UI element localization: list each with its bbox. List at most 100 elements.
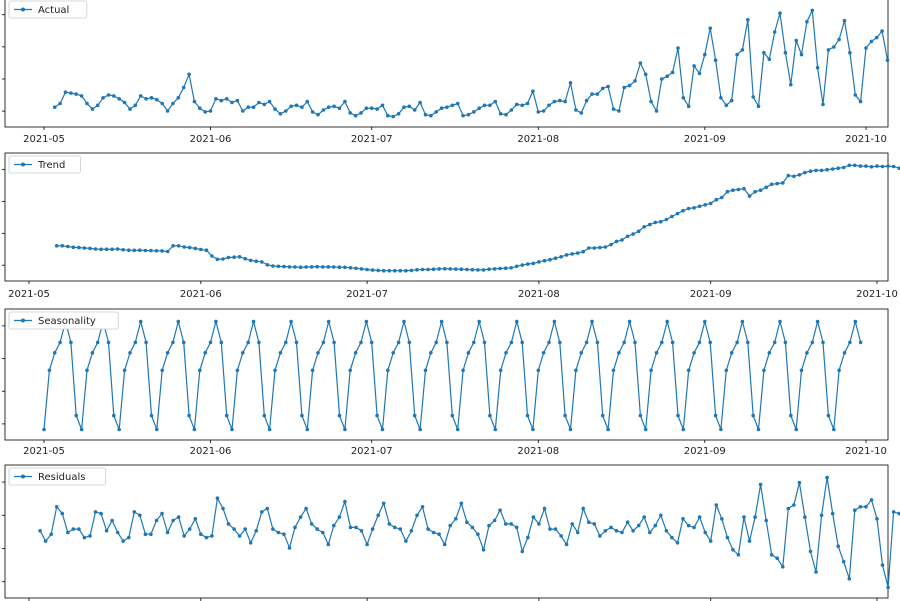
data-point: [703, 530, 707, 535]
data-point: [514, 525, 519, 530]
data-point: [649, 99, 653, 104]
data-point: [321, 340, 326, 345]
data-point: [595, 340, 600, 345]
data-point: [208, 340, 213, 345]
data-point: [115, 247, 120, 251]
data-point: [165, 351, 170, 355]
data-point: [574, 108, 578, 112]
data-point: [481, 547, 486, 552]
data-point: [531, 261, 536, 266]
data-point: [636, 229, 641, 233]
data-point: [316, 351, 320, 355]
data-point: [224, 413, 229, 418]
data-point: [756, 427, 761, 432]
data-point: [598, 245, 602, 250]
data-point: [762, 368, 766, 373]
data-point: [60, 244, 65, 248]
data-point: [52, 351, 57, 355]
data-point: [187, 413, 191, 418]
data-point: [265, 263, 270, 267]
data-point: [95, 103, 100, 108]
data-point: [548, 527, 552, 531]
data-point: [633, 79, 637, 83]
data-point: [203, 110, 207, 114]
data-point: [204, 535, 209, 540]
data-point: [725, 189, 730, 194]
data-point: [326, 542, 331, 547]
data-point: [786, 506, 791, 511]
data-point: [603, 529, 608, 533]
data-point: [315, 527, 320, 531]
data-point: [481, 268, 486, 272]
legend-frame: [8, 155, 81, 174]
data-point: [155, 97, 159, 102]
data-point: [393, 268, 397, 273]
data-point: [897, 511, 900, 516]
data-point: [128, 107, 132, 111]
data-point: [525, 101, 530, 106]
data-point: [720, 517, 724, 521]
data-point: [609, 525, 613, 530]
data-point: [487, 267, 491, 272]
data-point: [729, 351, 734, 355]
data-point: [364, 106, 369, 110]
data-point: [681, 517, 685, 521]
data-point: [598, 534, 602, 538]
data-point: [638, 413, 643, 418]
data-point: [117, 427, 121, 432]
series-line: [56, 164, 900, 272]
data-point: [614, 239, 619, 244]
data-point: [775, 181, 779, 186]
data-point: [665, 319, 669, 324]
data-point: [71, 245, 76, 250]
data-point: [127, 248, 131, 252]
data-point: [448, 267, 453, 271]
data-point: [260, 260, 264, 264]
data-point: [592, 522, 597, 526]
data-point: [875, 164, 879, 168]
data-point: [165, 249, 170, 254]
data-point: [587, 520, 591, 524]
data-point: [442, 542, 447, 547]
data-point: [466, 351, 471, 355]
data-point: [810, 340, 815, 345]
data-point: [880, 29, 884, 33]
legend-frame: [8, 0, 88, 19]
data-point: [579, 351, 584, 355]
data-point: [149, 532, 153, 536]
data-point: [69, 340, 73, 345]
data-point: [241, 109, 245, 113]
x-tick-label: 2021-08: [518, 289, 560, 300]
data-point: [542, 506, 547, 511]
data-point: [95, 340, 100, 345]
data-point: [814, 570, 818, 574]
x-tick-label: 2021-09: [684, 134, 726, 145]
data-point: [112, 94, 116, 98]
data-point: [620, 238, 624, 242]
legend-label: Residuals: [38, 472, 85, 483]
data-point: [600, 413, 605, 418]
data-point: [858, 99, 863, 104]
data-point: [364, 319, 369, 324]
data-point: [703, 203, 707, 207]
data-point: [359, 340, 363, 345]
data-point: [442, 267, 447, 271]
legend-label: Actual: [38, 5, 69, 16]
data-point: [375, 107, 379, 111]
plot-frame: [4, 308, 889, 441]
data-point: [848, 340, 852, 345]
data-point: [736, 553, 741, 557]
data-point: [476, 268, 480, 272]
data-point: [121, 248, 125, 252]
data-point: [769, 553, 774, 557]
data-point: [643, 427, 648, 432]
data-point: [110, 247, 114, 252]
series-line: [54, 8, 889, 118]
data-point: [891, 510, 896, 514]
data-point: [708, 340, 712, 345]
data-point: [450, 413, 455, 418]
data-point: [348, 368, 353, 373]
data-point: [676, 413, 680, 418]
data-point: [488, 103, 492, 108]
data-point: [287, 265, 292, 269]
